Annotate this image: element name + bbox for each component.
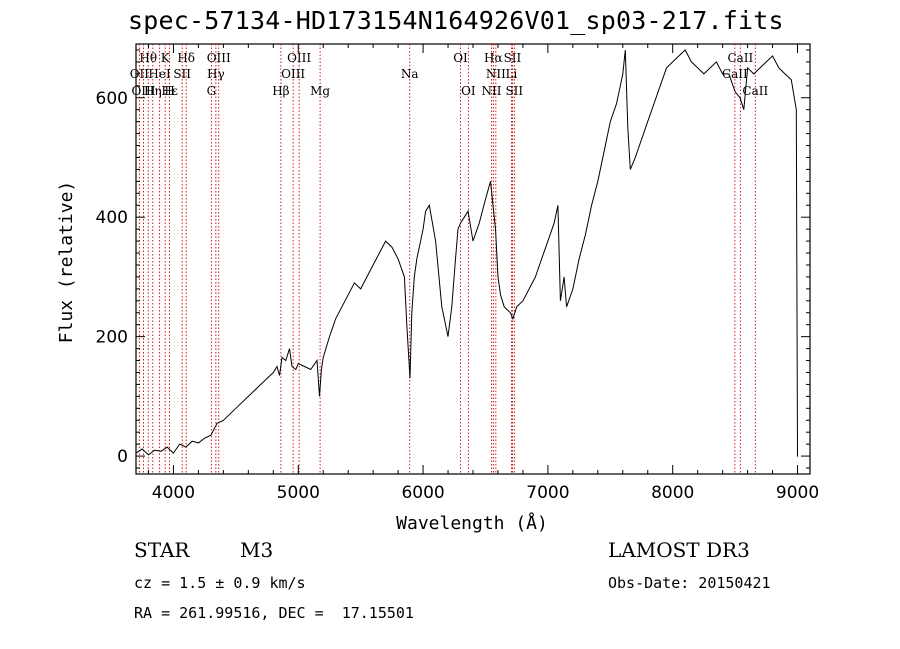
line-label: K xyxy=(161,51,171,65)
plot-frame xyxy=(135,43,811,475)
survey-name: LAMOST DR3 xyxy=(608,538,750,562)
line-label: NII xyxy=(481,84,501,98)
line-label: OIII xyxy=(287,51,311,65)
object-type: STAR xyxy=(134,538,190,562)
x-tick-label: 4000 xyxy=(152,483,195,503)
line-label: OII xyxy=(130,67,150,81)
axis-ticks: 4000 5000 6000 7000 8000 9000 0 200 400 600 xyxy=(96,44,819,503)
x-tick-label: 9000 xyxy=(776,483,819,503)
line-label: Na xyxy=(401,67,419,81)
line-label: SII xyxy=(504,51,522,65)
line-label: Mg xyxy=(310,84,330,98)
line-label: G xyxy=(207,84,217,98)
x-tick-label: 8000 xyxy=(651,483,694,503)
line-label: Hδ xyxy=(177,51,195,65)
line-labels: Hθ OII OIII Hε K HeI Hη SII H Hδ OIII Hγ G OIII OIII Hβ… xyxy=(130,51,769,98)
line-label: Hη xyxy=(144,84,162,98)
line-label: Hε xyxy=(161,84,178,98)
observation-date: Obs-Date: 20150421 xyxy=(608,574,771,592)
line-label: Hθ xyxy=(139,51,157,65)
line-label: CaII xyxy=(742,84,768,98)
y-tick-label: 600 xyxy=(96,89,128,109)
line-label: Hβ xyxy=(272,84,289,98)
x-tick-label: 5000 xyxy=(277,483,320,503)
line-label: CaII xyxy=(727,51,753,65)
line-label: Hα xyxy=(484,51,503,65)
chart-title: spec-57134-HD173154N164926V01_sp03-217.f… xyxy=(128,6,784,35)
line-markers xyxy=(138,44,756,474)
line-label: OIII xyxy=(131,84,155,98)
spectrum-line xyxy=(135,49,799,457)
line-label: OIII xyxy=(207,51,231,65)
line-label: OI xyxy=(461,84,476,98)
line-label: NII xyxy=(486,67,506,81)
line-label: HeI xyxy=(148,67,171,81)
ra-dec-coordinates: RA = 261.99516, DEC = 17.15501 xyxy=(134,604,414,622)
x-axis-label: Wavelength (Å) xyxy=(396,512,548,534)
y-tick-label: 200 xyxy=(96,328,128,348)
y-tick-label: 400 xyxy=(96,208,128,228)
line-label: Li xyxy=(506,67,518,81)
x-tick-label: 7000 xyxy=(526,483,569,503)
line-label: CaII xyxy=(722,67,748,81)
line-label: OI xyxy=(453,51,468,65)
line-label: Hγ xyxy=(207,67,225,81)
y-tick-label: 0 xyxy=(117,447,128,467)
y-axis-label: Flux (relative) xyxy=(56,181,77,344)
redshift-velocity: cz = 1.5 ± 0.9 km/s xyxy=(134,574,306,592)
line-label: SII xyxy=(505,84,523,98)
line-label: OIII xyxy=(281,67,305,81)
object-subclass: M3 xyxy=(240,538,274,562)
line-label: SII xyxy=(173,67,191,81)
x-tick-label: 6000 xyxy=(401,483,444,503)
line-label: H xyxy=(164,84,174,98)
